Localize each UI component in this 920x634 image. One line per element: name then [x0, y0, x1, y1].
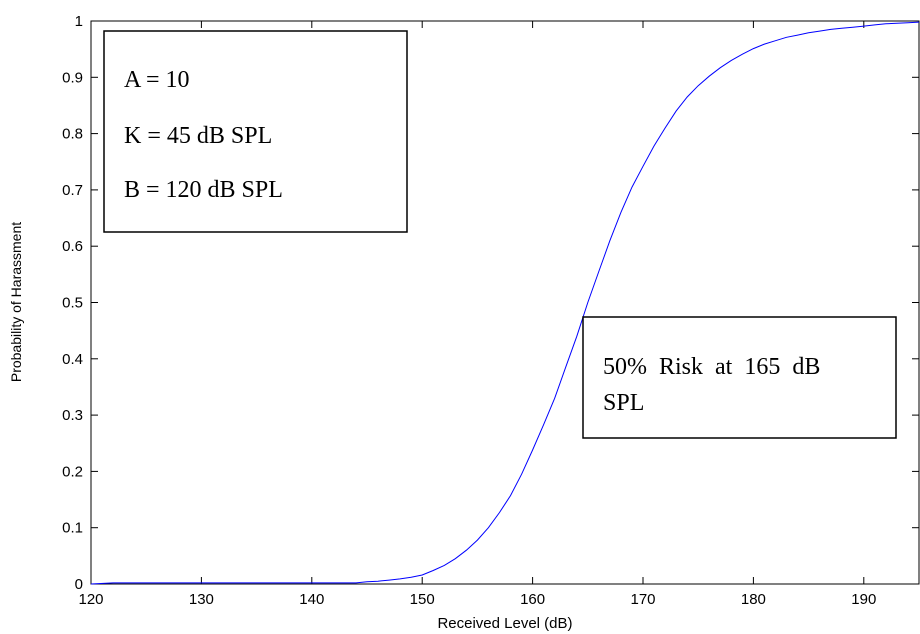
y-tick-label: 0.4 [62, 351, 83, 368]
y-tick-label: 0.9 [62, 69, 83, 86]
y-tick-label: 0.6 [62, 238, 83, 255]
y-axis-label: Probability of Harassment [8, 222, 24, 382]
x-tick-label: 120 [78, 591, 103, 608]
param-a-label: A = 10 [124, 67, 190, 93]
x-axis-label: Received Level (dB) [437, 615, 572, 632]
param-k-label: K = 45 dB SPL [124, 123, 272, 149]
x-tick-label: 180 [741, 591, 766, 608]
x-tick-label: 150 [410, 591, 435, 608]
params-box [103, 30, 408, 233]
y-ticks: 0 0.1 0.2 0.3 0.4 0.5 0.6 0.7 0.8 0.9 1 [62, 13, 919, 593]
y-tick-label: 0.7 [62, 182, 83, 199]
y-tick-label: 0.1 [62, 520, 83, 537]
y-tick-label: 0.5 [62, 295, 83, 312]
risk-label-line2: SPL [603, 390, 644, 416]
risk-box [582, 316, 897, 439]
y-tick-label: 1 [75, 13, 83, 30]
x-tick-label: 190 [851, 591, 876, 608]
x-ticks: 120 130 140 150 160 170 180 190 [78, 21, 876, 608]
y-tick-label: 0.8 [62, 126, 83, 143]
y-tick-label: 0 [75, 576, 83, 593]
x-tick-label: 130 [189, 591, 214, 608]
param-b-label: B = 120 dB SPL [124, 177, 283, 203]
x-tick-label: 160 [520, 591, 545, 608]
risk-label-line1: 50% Risk at 165 dB [603, 354, 820, 380]
x-tick-label: 140 [299, 591, 324, 608]
y-tick-label: 0.3 [62, 407, 83, 424]
series-line [90, 21, 920, 585]
x-tick-label: 170 [630, 591, 655, 608]
y-tick-label: 0.2 [62, 463, 83, 480]
